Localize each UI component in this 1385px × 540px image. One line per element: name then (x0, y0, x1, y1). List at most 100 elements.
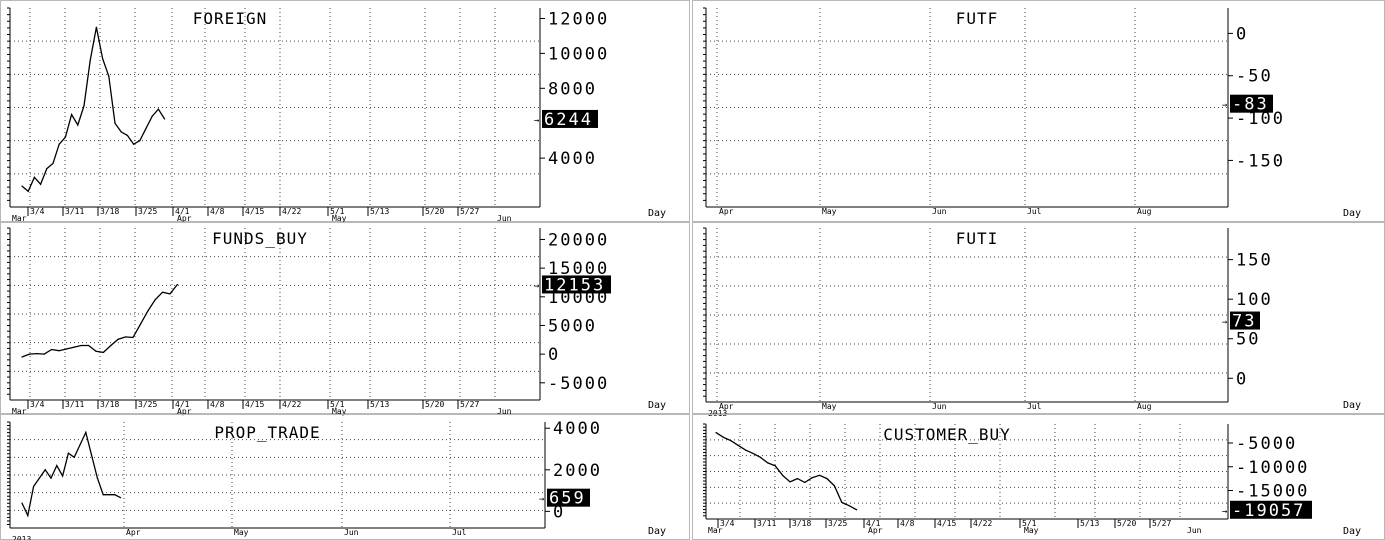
y-tick-label: 0 (1236, 369, 1248, 389)
x-month-label: May (332, 407, 347, 416)
x-tick-label: 5/13 (1080, 519, 1099, 528)
x-month-label: Jun (497, 214, 512, 223)
x-unit-label: Day (648, 208, 666, 219)
data-point (767, 462, 769, 464)
data-point (804, 481, 806, 484)
data-point (154, 299, 156, 301)
last-value-badge (1230, 500, 1312, 519)
data-point (114, 494, 116, 496)
x-month-label: Apr (719, 207, 734, 216)
data-point (73, 456, 75, 458)
last-value-arrow-icon: → (534, 281, 540, 291)
data-point (91, 454, 93, 456)
data-point (27, 190, 29, 192)
data-point (147, 310, 149, 312)
chart-title: FOREIGN (193, 9, 267, 28)
last-value-badge (1230, 311, 1260, 330)
data-point (102, 58, 104, 60)
y-tick-label: -50 (1236, 67, 1273, 87)
data-point (722, 436, 725, 438)
last-value-arrow-icon: → (1222, 507, 1228, 517)
y-tick-label: 0 (553, 502, 565, 522)
data-point (745, 449, 747, 451)
chart-panel-foreign: FOREIGN 12000 10000 8000 4000 → 6244 Day 3/4 3/11… (0, 0, 690, 223)
x-unit-label: Day (1343, 526, 1361, 537)
x-tick-label: 5/20 (1117, 519, 1136, 528)
x-month-label: May (332, 214, 347, 223)
data-point (826, 478, 828, 480)
data-point (789, 481, 791, 483)
data-point (176, 283, 178, 286)
chart-panel-futf: FUTF 0 -50 -100 -150 → -83 Day Apr May Jun Jul Aug (692, 0, 1385, 222)
y-tick-label: -5000 (548, 374, 609, 394)
x-tick-label: 4/22 (973, 519, 992, 528)
y-tick-label: 2000 (553, 461, 602, 481)
data-point (833, 485, 836, 487)
data-point (28, 353, 30, 355)
x-tick-label: 5/1 (1022, 519, 1037, 528)
data-point (80, 344, 82, 347)
x-month-label: Jul (452, 528, 467, 537)
x-tick-label: 4/1 (866, 519, 881, 528)
data-point (782, 474, 784, 476)
data-point (157, 108, 159, 110)
last-value-arrow-icon: → (1222, 318, 1228, 328)
last-value-badge (1230, 94, 1273, 113)
y-tick-label: 10000 (548, 44, 609, 64)
x-month-label: May (234, 528, 249, 537)
data-point (79, 444, 81, 446)
x-tick-label: 3/25 (828, 519, 847, 528)
x-tick-label: 3/25 (138, 207, 157, 216)
data-point (126, 134, 128, 137)
x-month-label: Mar (12, 214, 27, 223)
data-point (145, 127, 147, 130)
data-point (120, 497, 122, 499)
x-year-label: 2013 (12, 535, 31, 540)
data-point (64, 136, 66, 138)
x-tick-label: 3/18 (792, 519, 811, 528)
x-month-label: Jun (932, 402, 947, 411)
x-tick-label: 5/1 (330, 400, 345, 409)
data-point (95, 350, 97, 352)
x-month-label: Jun (497, 407, 512, 416)
data-point (83, 105, 85, 107)
data-point (730, 440, 732, 442)
data-point (62, 475, 64, 477)
chart-panel-customer_buy: CUSTOMER_BUY -5000 -10000 -15000 → -19057 Day 3… (692, 414, 1385, 540)
data-point (139, 140, 141, 142)
x-tick-label: 5/20 (425, 207, 444, 216)
x-tick-label: 3/4 (30, 400, 45, 409)
last-value-arrow-icon: → (539, 495, 545, 505)
series-line (21, 284, 178, 358)
series-line (715, 432, 857, 511)
series-line (21, 27, 166, 193)
last-value-label: 73 (1232, 312, 1256, 332)
data-point (752, 452, 754, 455)
x-month-label: Apr (719, 402, 734, 411)
data-point (51, 348, 53, 351)
y-tick-label: 100 (1236, 290, 1273, 310)
data-point (36, 352, 38, 355)
y-tick-label: 4000 (553, 419, 602, 439)
data-point (139, 323, 141, 325)
x-year-label: 2013 (708, 409, 727, 418)
last-value-badge (547, 488, 590, 507)
data-point (65, 348, 67, 350)
data-point (58, 143, 60, 145)
y-tick-label: 0 (548, 345, 560, 365)
x-unit-label: Day (1343, 400, 1361, 411)
panel-border (0, 222, 690, 414)
y-tick-label: -10000 (1236, 458, 1309, 478)
x-unit-label: Day (1343, 208, 1361, 219)
x-month-label: May (822, 402, 837, 411)
data-point (95, 26, 97, 28)
data-point (133, 143, 135, 145)
data-point (841, 501, 843, 503)
x-unit-label: Day (648, 526, 666, 537)
data-point (759, 456, 762, 458)
x-tick-label: 4/15 (937, 519, 956, 528)
x-month-label: Jul (1027, 402, 1042, 411)
y-tick-label: 150 (1236, 251, 1273, 271)
data-point (21, 502, 23, 504)
x-tick-label: 3/18 (100, 207, 119, 216)
